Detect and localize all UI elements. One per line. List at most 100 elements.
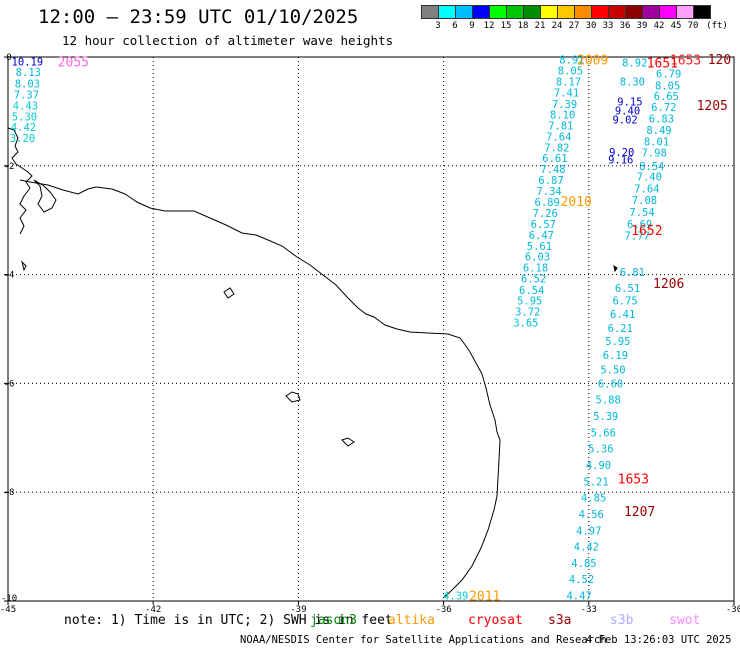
wave-height-label: 8.30 bbox=[620, 76, 645, 88]
legend-level-label: 45 bbox=[670, 21, 682, 31]
wave-height-label: 6.69 bbox=[627, 219, 652, 231]
wave-height-label: 7.41 bbox=[554, 87, 579, 99]
wave-height-points: 10.198.138.037.374.435.304.423.208.918.0… bbox=[10, 55, 681, 603]
wave-height-label: 5.36 bbox=[588, 444, 613, 456]
page-subtitle: 12 hour collection of altimeter wave hei… bbox=[62, 33, 394, 48]
wave-height-label: 6.57 bbox=[531, 219, 556, 231]
island-west bbox=[33, 179, 57, 213]
wave-height-label: 6.41 bbox=[610, 309, 635, 321]
wave-height-label: 3.20 bbox=[10, 133, 35, 145]
wave-height-label: 7.40 bbox=[637, 172, 662, 184]
wave-height-label: 7.37 bbox=[14, 90, 39, 102]
legend-level-label: 15 bbox=[500, 21, 512, 31]
pass-time-label: 1205 bbox=[697, 99, 728, 114]
y-tick-label: -2 bbox=[4, 162, 15, 172]
wave-height-label: 7.26 bbox=[533, 208, 558, 220]
wave-height-label: 7.34 bbox=[536, 186, 561, 198]
x-tick-label: -39 bbox=[290, 605, 306, 615]
wave-height-label: 8.10 bbox=[550, 110, 575, 122]
wave-height-label: 8.17 bbox=[556, 76, 581, 88]
satellite-label-s3b: s3b bbox=[610, 613, 634, 628]
page-title: 12:00 – 23:59 UTC 01/10/2025 bbox=[38, 6, 359, 28]
wave-height-label: 7.82 bbox=[544, 142, 569, 154]
plot-frame bbox=[7, 56, 735, 602]
legend-level-label: 70 bbox=[687, 21, 699, 31]
wave-height-label: 7.08 bbox=[632, 195, 657, 207]
wave-height-label: 5.95 bbox=[517, 296, 542, 308]
wave-height-label: 6.61 bbox=[542, 153, 567, 165]
pass-time-label: 2010 bbox=[561, 195, 592, 210]
wave-height-label: 6.54 bbox=[519, 285, 544, 297]
legend-swatch bbox=[693, 5, 711, 19]
wave-height-label: 6.81 bbox=[620, 267, 645, 279]
timestamp-text: 4 Feb 13:26:03 UTC 2025 bbox=[586, 634, 732, 646]
wave-height-label: 6.89 bbox=[535, 197, 560, 209]
wave-height-label: 3.65 bbox=[513, 317, 538, 329]
wave-height-label: 10.19 bbox=[12, 56, 44, 68]
island-small-2 bbox=[223, 287, 235, 299]
wave-height-label: 8.13 bbox=[16, 67, 41, 79]
wave-height-label: 4.90 bbox=[586, 460, 611, 472]
wave-height-label: 8.05 bbox=[558, 66, 583, 78]
wave-height-label: 4.39 bbox=[443, 591, 468, 603]
wave-height-label: 4.42 bbox=[574, 542, 599, 554]
coastline bbox=[7, 127, 618, 599]
wave-height-label: 6.87 bbox=[538, 175, 563, 187]
wave-height-label: 4.47 bbox=[566, 591, 591, 603]
credit-text: NOAA/NESDIS Center for Satellite Applica… bbox=[240, 634, 607, 646]
legend-level-label: 6 bbox=[452, 21, 458, 31]
pass-time-label: 120 bbox=[708, 53, 731, 68]
pass-time-label: 2009 bbox=[577, 54, 608, 69]
color-legend: 3 6 9 12 15 18 21 24 27 30 33 36 39 42 45 70 (ft) bbox=[421, 5, 728, 35]
wave-height-label: 4.42 bbox=[11, 122, 36, 134]
pass-time-label: 1207 bbox=[624, 505, 655, 520]
pass-time-label: 1652 bbox=[631, 224, 662, 239]
pass-time-label: 1653 bbox=[670, 54, 701, 69]
pass-time-label: 1653 bbox=[618, 473, 649, 488]
coastline-west bbox=[7, 127, 33, 235]
wave-height-label: 8.03 bbox=[15, 79, 40, 91]
legend-unit-label: (ft) bbox=[706, 21, 728, 31]
wave-height-label: 6.79 bbox=[656, 68, 681, 80]
coastline-main bbox=[19, 179, 501, 599]
wave-height-label: 8.92 bbox=[622, 57, 647, 69]
pass-time-label: 2011 bbox=[469, 590, 500, 605]
legend-level-label: 3 bbox=[435, 21, 441, 31]
wave-height-label: 5.21 bbox=[583, 476, 608, 488]
wave-height-label: 5.66 bbox=[591, 427, 616, 439]
y-tick-label: -4 bbox=[4, 271, 15, 281]
plot-grid bbox=[8, 57, 734, 601]
wave-height-label: 5.39 bbox=[593, 411, 618, 423]
satellite-label-cryosat: cryosat bbox=[468, 613, 523, 628]
x-tick-label: -42 bbox=[145, 605, 161, 615]
wave-height-label: 7.54 bbox=[629, 207, 654, 219]
wave-height-label: 4.85 bbox=[571, 558, 596, 570]
satellite-label-swot: swot bbox=[669, 613, 701, 628]
legend-level-label: 30 bbox=[585, 21, 597, 31]
wave-height-label: 8.49 bbox=[646, 125, 671, 137]
y-tick-label: -6 bbox=[4, 379, 15, 389]
wave-height-label: 3.72 bbox=[515, 307, 540, 319]
wave-height-label: 6.18 bbox=[523, 263, 548, 275]
wave-height-label: 4.85 bbox=[581, 493, 606, 505]
pass-time-label: 1651 bbox=[647, 56, 678, 71]
note-text: note: 1) Time is in UTC; 2) SWH is in fe… bbox=[64, 613, 393, 628]
wave-height-label: 7.39 bbox=[552, 99, 577, 111]
x-tick-label: -36 bbox=[435, 605, 451, 615]
wave-height-label: 6.65 bbox=[654, 91, 679, 103]
x-tick-label: -45 bbox=[0, 605, 16, 615]
wave-height-label: 8.91 bbox=[559, 55, 584, 67]
legend-level-label: 24 bbox=[551, 21, 563, 31]
wave-height-label: 6.52 bbox=[521, 273, 546, 285]
island-small-1 bbox=[21, 260, 27, 272]
wave-height-label: 6.21 bbox=[608, 323, 633, 335]
legend-level-label: 27 bbox=[568, 21, 580, 31]
wave-height-label: 5.88 bbox=[596, 395, 621, 407]
wave-height-label: 6.03 bbox=[525, 252, 550, 264]
y-tick-label: -10 bbox=[1, 594, 17, 604]
wave-height-label: 9.20 bbox=[609, 147, 634, 159]
legend-level-label: 9 bbox=[469, 21, 475, 31]
wave-height-label: 4.97 bbox=[576, 525, 601, 537]
legend-level-label: 21 bbox=[534, 21, 546, 31]
